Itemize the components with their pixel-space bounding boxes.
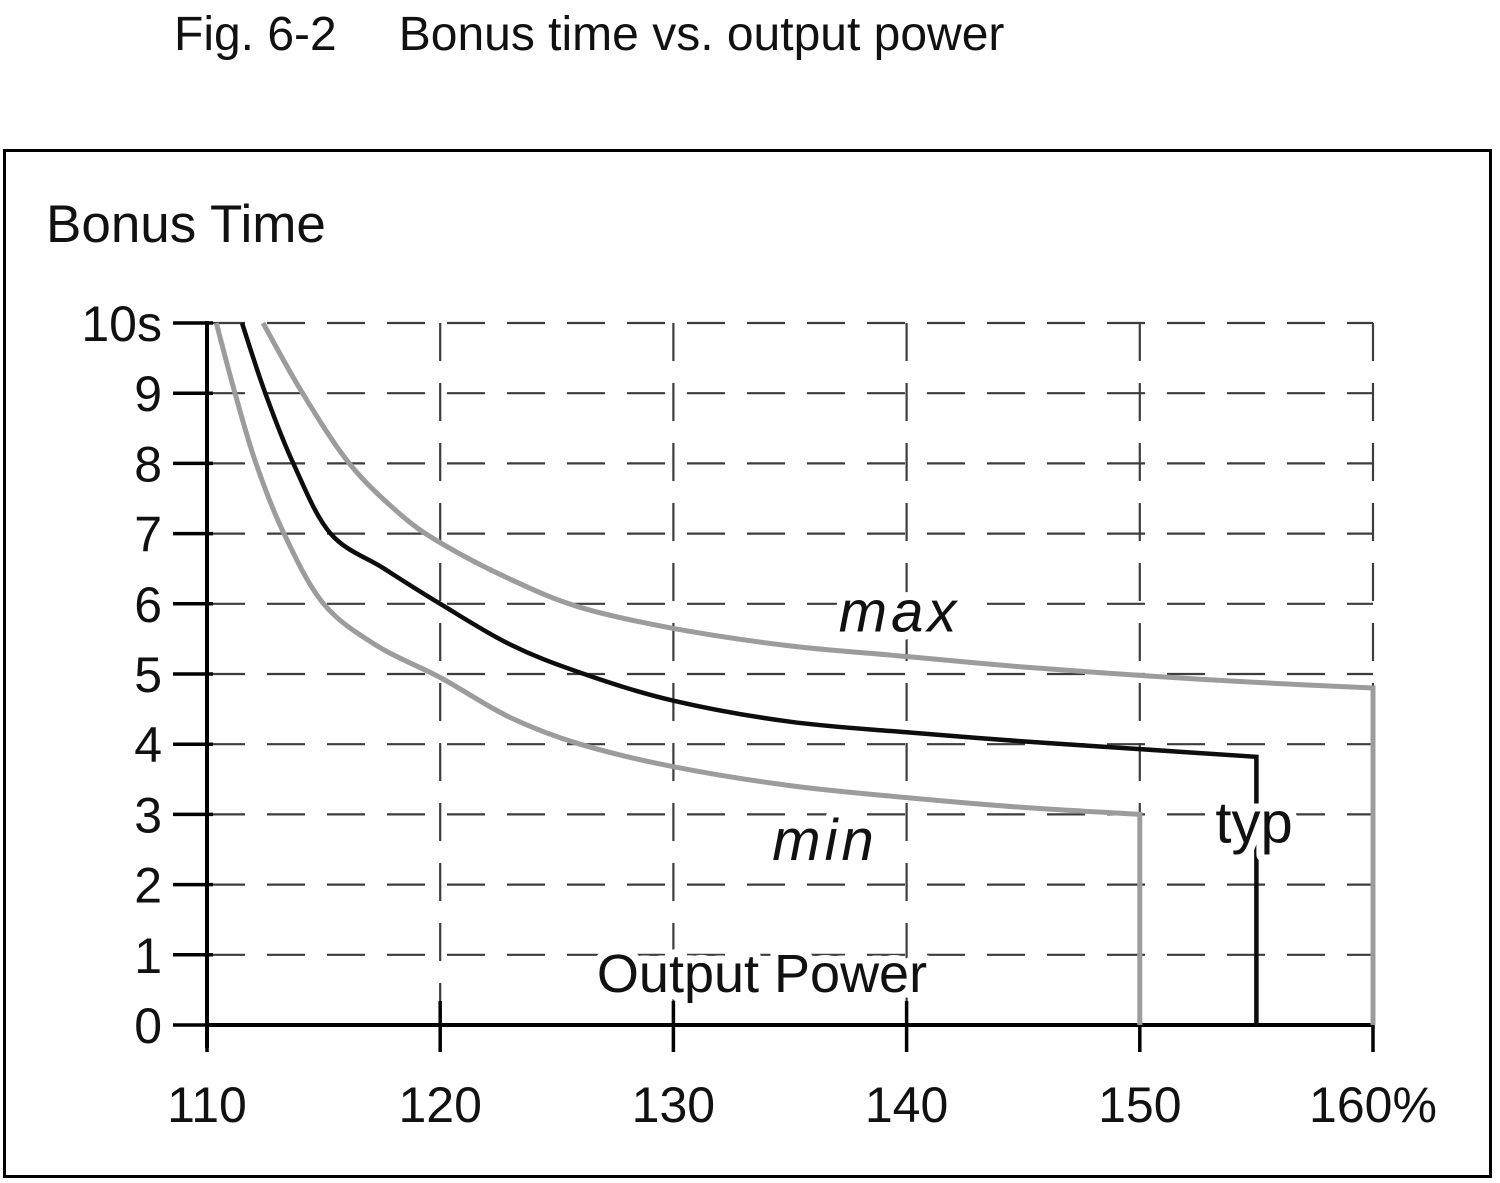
annotation-max: max <box>839 580 961 645</box>
x-axis-title: Output Power <box>597 944 927 1004</box>
y-tick-label-10: 10s <box>81 296 162 352</box>
curve-max <box>260 321 1376 1025</box>
y-tick-label-4: 4 <box>134 717 162 773</box>
y-tick-label-5: 5 <box>134 647 162 703</box>
x-tick-label-150: 150 <box>1098 1077 1181 1133</box>
annotation-min: min <box>772 808 877 873</box>
y-tick-label-0: 0 <box>134 998 162 1054</box>
x-tick-label-130: 130 <box>632 1077 715 1133</box>
curve-typ <box>239 322 1259 1025</box>
curve-min <box>213 322 1143 1025</box>
x-tick-label-110: 110 <box>167 1077 247 1133</box>
x-tick-label-140: 140 <box>865 1077 948 1133</box>
figure-number: Fig. 6-2 <box>174 8 337 61</box>
chart-border-box <box>3 149 1492 1178</box>
annotation-typ: typ <box>1215 790 1292 855</box>
x-tick-label-120: 120 <box>398 1077 481 1133</box>
y-tick-label-1: 1 <box>134 928 162 984</box>
x-tick-label-160: 160% <box>1309 1077 1437 1133</box>
y-tick-label-8: 8 <box>134 436 162 492</box>
y-tick-label-7: 7 <box>134 507 162 563</box>
y-tick-label-3: 3 <box>134 787 162 843</box>
y-tick-label-6: 6 <box>134 577 162 633</box>
figure-title: Fig. 6-2 Bonus time vs. output power <box>174 6 1004 64</box>
y-axis-title: Bonus Time <box>46 195 326 254</box>
y-tick-label-2: 2 <box>134 858 162 914</box>
y-tick-label-9: 9 <box>134 366 162 422</box>
figure-title-text: Bonus time vs. output power <box>398 8 1005 61</box>
